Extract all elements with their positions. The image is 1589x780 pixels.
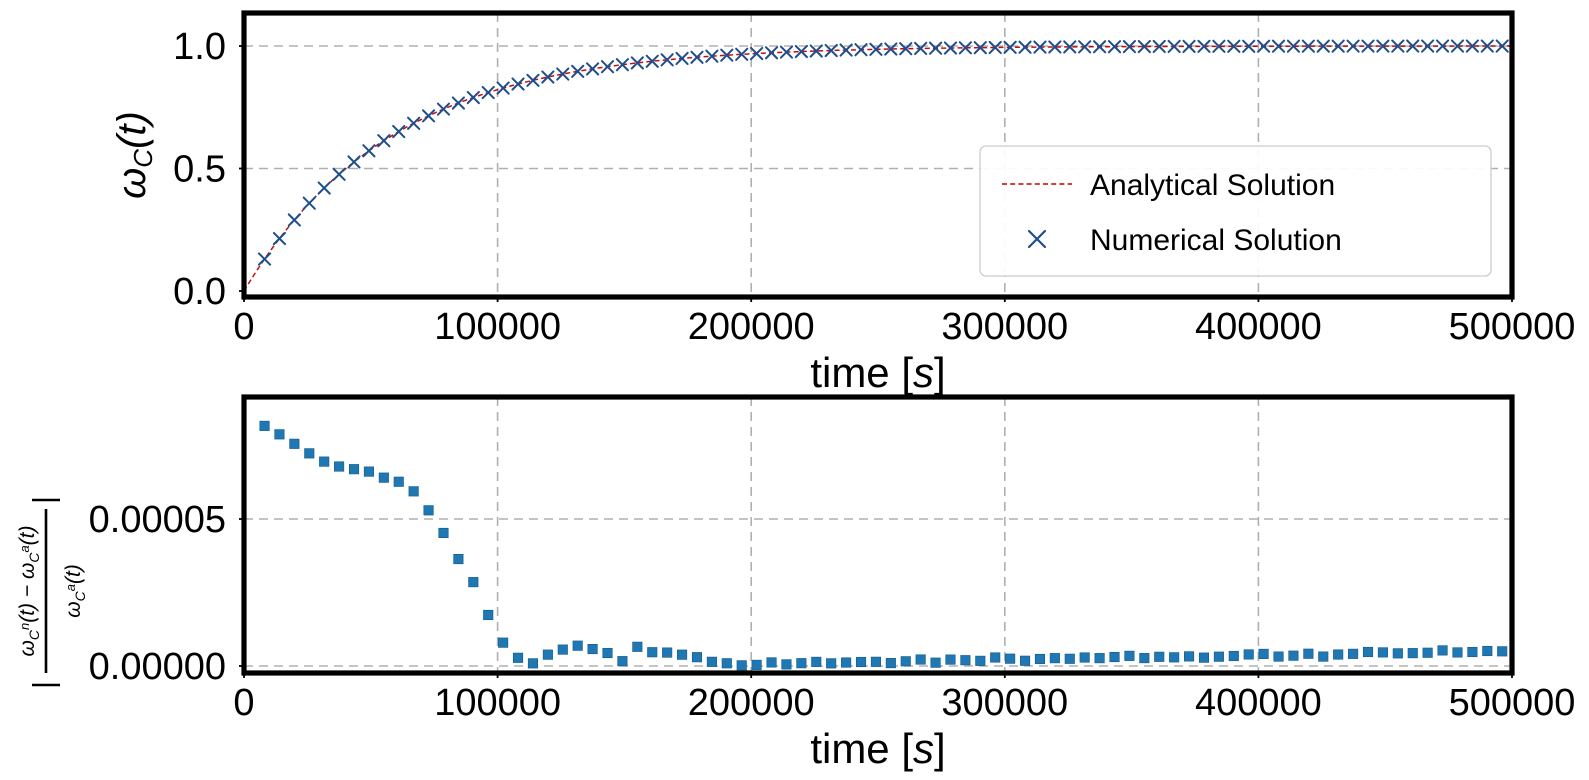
svg-text:1.0: 1.0 (173, 26, 226, 68)
svg-text:0: 0 (233, 306, 254, 348)
svg-text:time [s]: time [s] (810, 725, 945, 772)
svg-text:Numerical Solution: Numerical Solution (1090, 224, 1342, 257)
svg-text:100000: 100000 (434, 682, 561, 724)
svg-text:0: 0 (233, 682, 254, 724)
svg-text:100000: 100000 (434, 306, 561, 348)
svg-text:300000: 300000 (941, 682, 1068, 724)
svg-text:400000: 400000 (1195, 682, 1322, 724)
svg-text:500000: 500000 (1449, 682, 1576, 724)
svg-text:time [s]: time [s] (810, 349, 945, 396)
svg-text:400000: 400000 (1195, 306, 1322, 348)
svg-text:0.0: 0.0 (173, 271, 226, 313)
svg-text:0.00000: 0.00000 (89, 646, 226, 688)
svg-text:500000: 500000 (1449, 306, 1576, 348)
svg-text:200000: 200000 (688, 306, 815, 348)
svg-text:300000: 300000 (941, 306, 1068, 348)
svg-text:200000: 200000 (688, 682, 815, 724)
svg-text:0.5: 0.5 (173, 149, 226, 191)
svg-text:Analytical Solution: Analytical Solution (1090, 169, 1335, 202)
svg-text:0.00005: 0.00005 (89, 499, 226, 541)
